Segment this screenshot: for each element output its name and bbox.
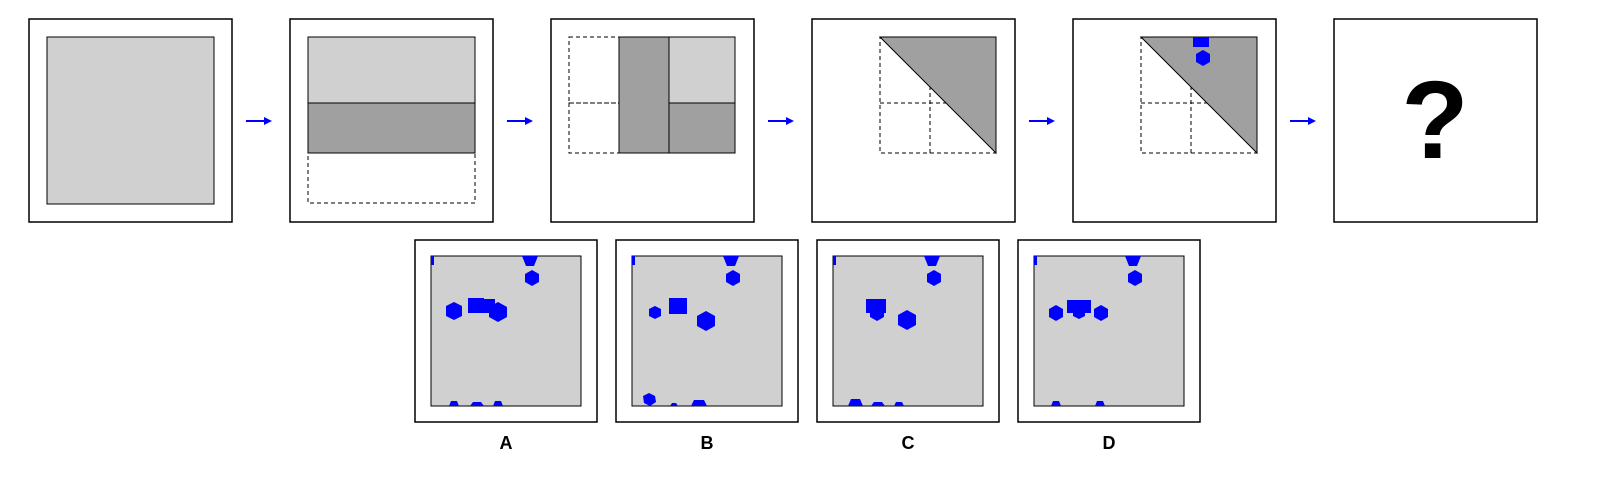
- hexagon-hole-icon: [643, 393, 656, 406]
- edge-hole-icon: [871, 402, 885, 406]
- option-d[interactable]: D: [1017, 239, 1201, 453]
- sequence-panel-1: [28, 18, 233, 223]
- paper-top-layer: [307, 36, 476, 104]
- square-hole-icon: [1125, 256, 1141, 266]
- paper-folded-layer: [307, 102, 476, 154]
- paper-triangle: [878, 36, 997, 155]
- arrow-icon: [768, 117, 794, 125]
- hexagon-hole-icon: [489, 302, 507, 322]
- unfolded-paper: [430, 255, 582, 407]
- hexagon-hole-icon: [898, 310, 916, 330]
- edge-hole-icon: [670, 403, 678, 406]
- unfolded-paper: [1033, 255, 1185, 407]
- edge-hole-icon: [493, 401, 503, 406]
- paper-sheet: [46, 36, 215, 205]
- option-a[interactable]: A: [414, 239, 598, 453]
- sequence-panel-2: [289, 18, 494, 223]
- edge-hole-icon: [470, 402, 484, 406]
- option-label-d: D: [1103, 433, 1116, 453]
- hexagon-hole-icon: [1196, 50, 1210, 66]
- panel-frame: [1333, 18, 1538, 223]
- fold-outline: [568, 102, 620, 154]
- hexagon-hole-icon: [446, 302, 462, 320]
- fold-outline: [307, 152, 476, 204]
- arrow-icon: [1029, 117, 1055, 125]
- paper-folded-layer: [668, 102, 736, 154]
- edge-hole-icon: [1051, 401, 1061, 406]
- paper-top-layer: [668, 36, 736, 104]
- hexagon-hole-icon: [525, 270, 539, 286]
- option-label-a: A: [500, 433, 513, 453]
- option-label-c: C: [902, 433, 915, 453]
- square-hole-icon: [723, 256, 739, 266]
- hexagon-hole-icon: [1073, 307, 1085, 319]
- arrow-icon: [507, 117, 533, 125]
- question-mark: ?: [1401, 59, 1468, 182]
- edge-mark: [1034, 256, 1037, 265]
- unfolded-paper: [832, 255, 984, 407]
- edge-mark: [431, 256, 434, 265]
- arrow-icon: [246, 117, 272, 125]
- edge-mark: [632, 256, 635, 265]
- edge-hole-icon: [848, 399, 863, 406]
- option-label-b: B: [701, 433, 714, 453]
- hexagon-hole-icon: [697, 311, 715, 331]
- option-b[interactable]: B: [615, 239, 799, 453]
- square-hole-icon: [522, 256, 538, 266]
- sequence-panel-5: [1072, 18, 1277, 223]
- edge-hole-icon: [691, 400, 707, 406]
- hexagon-hole-icon: [1128, 270, 1142, 286]
- option-c[interactable]: C: [816, 239, 1000, 453]
- edge-hole-icon: [449, 401, 459, 406]
- edge-hole-icon: [1095, 401, 1105, 406]
- sequence-panel-4: [811, 18, 1016, 223]
- hexagon-hole-icon: [870, 305, 884, 321]
- unfolded-paper: [631, 255, 783, 407]
- hexagon-hole-icon: [726, 270, 740, 286]
- square-hole-icon: [669, 298, 687, 314]
- edge-hole-icon: [894, 402, 904, 406]
- edge-mark: [833, 256, 836, 265]
- question-panel: ?: [1333, 18, 1538, 223]
- hexagon-hole-icon: [649, 306, 661, 319]
- square-hole-icon: [468, 298, 484, 313]
- square-hole-icon: [1193, 37, 1209, 47]
- hexagon-hole-icon: [927, 270, 941, 286]
- square-hole-icon: [1067, 300, 1091, 313]
- sequence-panel-3: [550, 18, 755, 223]
- arrow-icon: [1290, 117, 1316, 125]
- hexagon-hole-icon: [1049, 305, 1063, 321]
- hexagon-hole-icon: [1094, 305, 1108, 321]
- square-hole-icon: [924, 256, 940, 266]
- paper-folded-strip: [618, 36, 670, 154]
